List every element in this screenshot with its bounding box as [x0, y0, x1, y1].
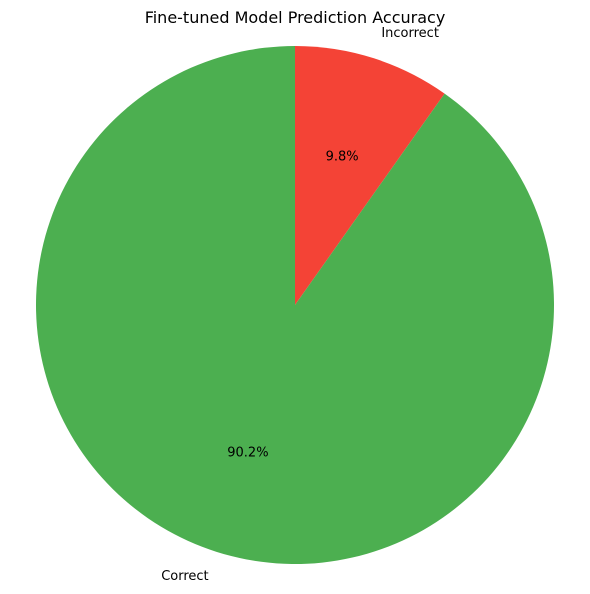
percent-label-correct: 90.2% — [227, 446, 268, 461]
slice-label-incorrect: Incorrect — [381, 26, 439, 41]
chart-title: Fine-tuned Model Prediction Accuracy — [145, 8, 446, 27]
percent-label-incorrect: 9.8% — [326, 149, 359, 164]
pie-slice-incorrect — [295, 46, 445, 305]
pie-slice-correct — [36, 46, 555, 564]
pie-slices — [36, 46, 555, 564]
slice-label-correct: Correct — [161, 569, 208, 584]
pie-labels: Incorrect 9.8% Correct 90.2% — [161, 26, 439, 584]
